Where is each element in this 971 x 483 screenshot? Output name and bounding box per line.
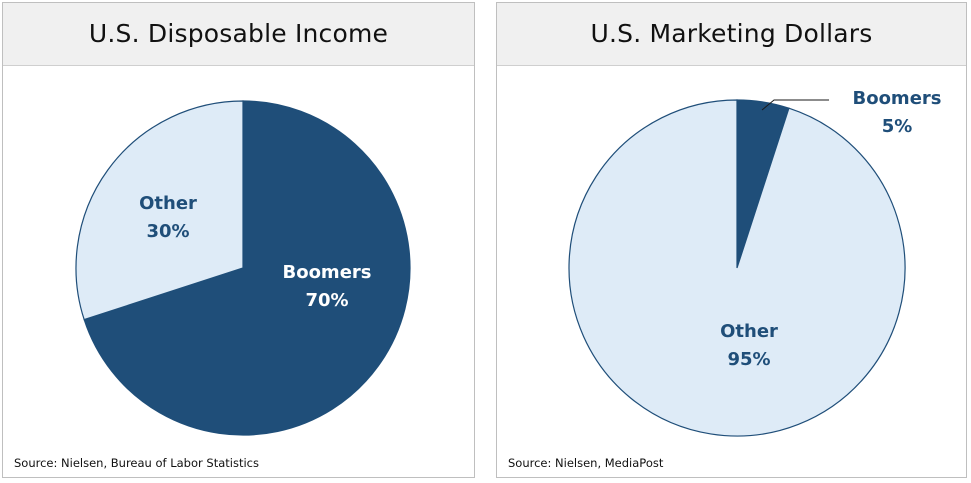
chart-panel-disposable-income: U.S. Disposable Income Boomers 70% Other 30… [2,2,475,478]
slice-value-other: 30% [146,221,189,242]
chart-title: U.S. Disposable Income [88,19,389,48]
pie-slice-other [568,99,906,437]
source-note: Source: Nielsen, MediaPost [508,456,664,470]
slice-value-boomers: 70% [305,290,348,311]
chart-panel-marketing-dollars: U.S. Marketing Dollars Boomers 5% Other 95%… [496,2,967,478]
slice-value-boomers: 5% [882,116,913,137]
panel-header: U.S. Marketing Dollars [497,3,966,66]
slice-label-other: Other [139,193,197,214]
pie-chart-disposable-income: Boomers 70% Other 30% [75,100,411,436]
slice-label-boomers: Boomers [282,262,371,283]
chart-title: U.S. Marketing Dollars [590,19,873,48]
panel-header: U.S. Disposable Income [3,3,474,66]
pie-chart-marketing-dollars: Boomers 5% Other 95% [568,88,942,437]
slice-label-other: Other [720,321,778,342]
source-note: Source: Nielsen, Bureau of Labor Statist… [14,456,259,470]
pie-slice-boomers [83,100,411,436]
callout-leader-line [761,99,830,111]
slice-label-boomers: Boomers [852,88,941,109]
pie-slice-other [75,100,244,321]
slice-value-other: 95% [727,349,770,370]
